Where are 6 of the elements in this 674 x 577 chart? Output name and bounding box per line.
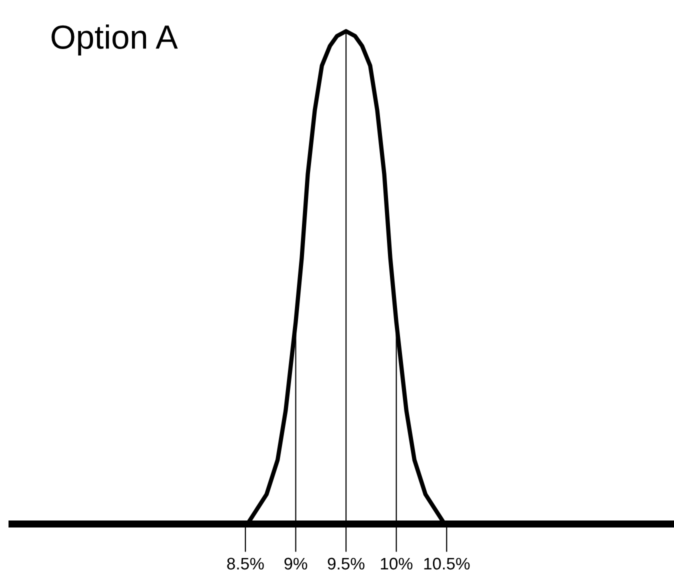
x-tick-label: 9% xyxy=(284,558,308,570)
x-tick-label: 10% xyxy=(380,558,412,570)
x-tick-label: 8.5% xyxy=(227,558,264,570)
x-tick-label: 9.5% xyxy=(328,558,364,570)
chart-title: Option A xyxy=(52,24,178,56)
x-tick-label: 10.5% xyxy=(424,558,470,570)
